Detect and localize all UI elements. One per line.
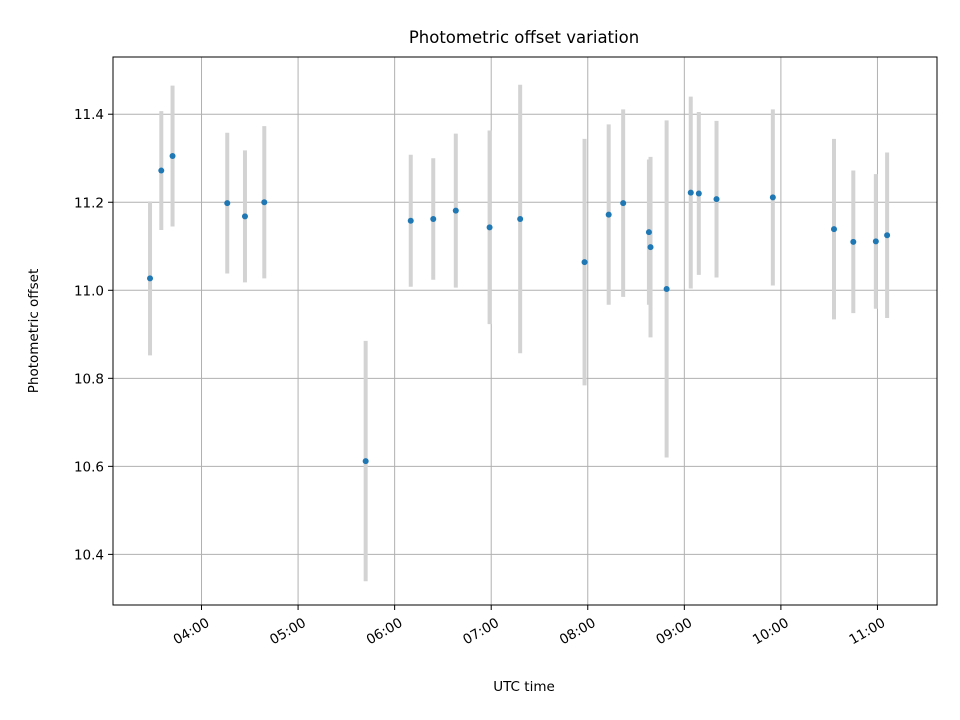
data-point [407, 217, 414, 224]
data-point [872, 238, 879, 245]
y-tick-label: 11.4 [74, 107, 104, 123]
chart-title: Photometric offset variation [409, 28, 639, 47]
data-point [605, 211, 612, 218]
data-point [517, 215, 524, 222]
data-point [581, 259, 588, 266]
x-tick-label: 08:00 [557, 615, 599, 648]
y-tick-label: 10.4 [74, 547, 104, 563]
data-point [645, 229, 652, 236]
data-point [430, 215, 437, 222]
data-point [261, 199, 268, 206]
plot-frame [112, 56, 938, 606]
data-point [486, 224, 493, 231]
x-tick-label: 11:00 [847, 615, 889, 648]
y-tick-label: 11.0 [74, 283, 104, 299]
data-point [663, 285, 670, 292]
error-bars [148, 84, 890, 582]
x-tick-label: 04:00 [171, 615, 213, 648]
data-points [147, 153, 891, 465]
data-point [687, 189, 694, 196]
data-point [147, 275, 154, 282]
data-point [884, 232, 891, 239]
x-tick-label: 10:00 [750, 615, 792, 648]
y-tick-label: 10.6 [74, 459, 104, 475]
data-point [647, 244, 654, 251]
data-point [850, 238, 857, 245]
data-point [769, 194, 776, 201]
x-axis-ticks: 04:00 05:00 06:00 07:00 08:00 09:00 10:00 11:00 [171, 605, 889, 648]
data-point [713, 196, 720, 203]
y-axis-ticks: 10.4 10.6 10.8 11.0 11.2 11.4 [74, 107, 113, 563]
x-tick-label: 09:00 [653, 615, 695, 648]
data-point [224, 200, 231, 207]
data-point [362, 458, 369, 465]
data-point [620, 200, 627, 207]
x-tick-label: 06:00 [364, 615, 406, 648]
data-point [695, 190, 702, 197]
y-tick-label: 10.8 [74, 371, 104, 387]
grid [113, 57, 937, 605]
x-tick-label: 05:00 [267, 615, 309, 648]
data-point [169, 153, 176, 160]
y-tick-label: 11.2 [74, 195, 104, 211]
data-point [452, 207, 459, 214]
data-point [831, 226, 837, 233]
data-point [158, 167, 165, 174]
data-point [241, 213, 248, 220]
x-tick-label: 07:00 [460, 615, 502, 648]
y-axis-label: Photometric offset [26, 269, 42, 393]
x-axis-label: UTC time [493, 679, 555, 695]
